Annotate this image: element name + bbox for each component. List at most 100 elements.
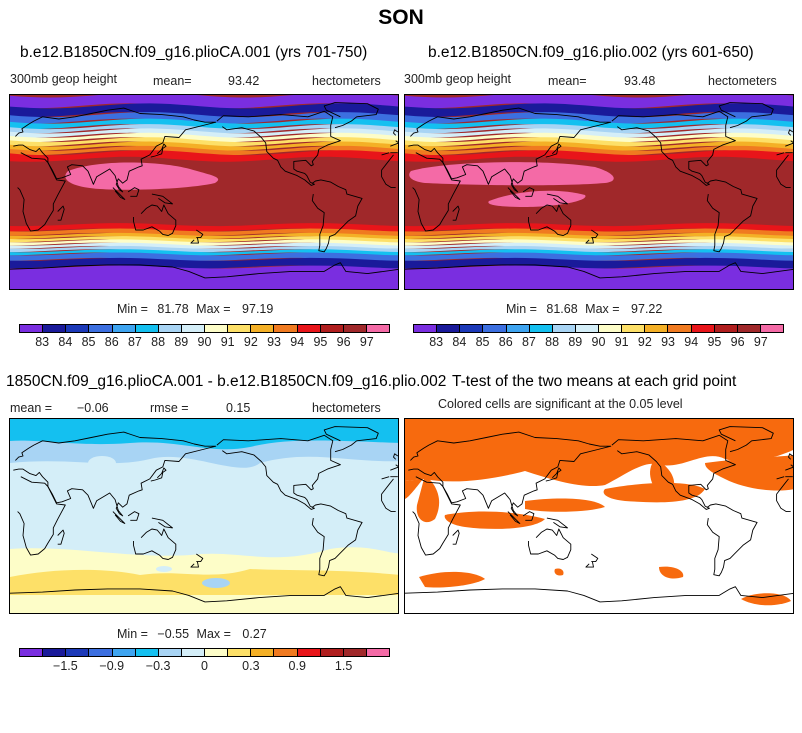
colorbar-tick-label: 97 bbox=[753, 335, 768, 349]
significant-region bbox=[405, 479, 423, 499]
colorbar-tick-label: 84 bbox=[452, 335, 467, 349]
colorbar-tick-label: 85 bbox=[81, 335, 96, 349]
colorbar-swatch bbox=[20, 325, 44, 332]
significant-region bbox=[603, 482, 705, 503]
min-label: Min = bbox=[506, 302, 537, 316]
contour-band bbox=[202, 578, 230, 588]
max-label: Max = bbox=[196, 627, 231, 641]
panel-units-plio002: hectometers bbox=[708, 74, 777, 88]
colorbar-swatch bbox=[205, 325, 229, 332]
min-value: 81.78 bbox=[157, 302, 189, 316]
panel-variable-plio002: 300mb geop height bbox=[404, 72, 512, 86]
colorbar-tick-label: 95 bbox=[707, 335, 722, 349]
contour-band bbox=[10, 137, 398, 147]
colorbar-tick-label: 93 bbox=[267, 335, 282, 349]
colorbar-swatch bbox=[251, 649, 275, 656]
significant-region bbox=[554, 568, 564, 576]
contour-band bbox=[405, 132, 793, 143]
min-label: Min = bbox=[117, 302, 148, 316]
contour-band bbox=[405, 223, 793, 232]
colorbar-swatch bbox=[599, 325, 623, 332]
contour-band bbox=[10, 242, 398, 249]
colorbar-tick-label: 91 bbox=[220, 335, 235, 349]
contour-band bbox=[405, 239, 793, 246]
colorbar-swatch bbox=[552, 325, 576, 332]
colorbar-tick-label: 94 bbox=[684, 335, 699, 349]
colorbar-tick-label: 87 bbox=[521, 335, 536, 349]
max-label: Max = bbox=[585, 302, 620, 316]
colorbar-swatch bbox=[320, 325, 344, 332]
contour-band bbox=[405, 141, 793, 151]
panel-minmax-plio002: Min = 81.68 Max = 97.22 bbox=[506, 302, 662, 316]
contour-band bbox=[405, 118, 793, 130]
significant-region bbox=[659, 566, 684, 579]
colorbar-tick-label: 96 bbox=[336, 335, 351, 349]
colorbar-tick-label: 0.3 bbox=[242, 659, 260, 673]
colorbar-tick-label: 95 bbox=[313, 335, 328, 349]
colorbar-tick-label: 83 bbox=[429, 335, 444, 349]
colorbar-tick-label: 84 bbox=[58, 335, 73, 349]
contour-band bbox=[405, 103, 793, 118]
colorbar-swatch bbox=[181, 325, 205, 332]
colorbar-swatch bbox=[20, 649, 44, 656]
min-label: Min = bbox=[117, 627, 148, 641]
contour-band bbox=[405, 137, 793, 147]
colorbar-swatch bbox=[297, 325, 321, 332]
panel-minmax-diff: Min = −0.55 Max = 0.27 bbox=[117, 627, 267, 641]
colorbar-tick-label: 86 bbox=[498, 335, 513, 349]
contour-band bbox=[10, 150, 398, 162]
contour-band bbox=[10, 128, 398, 138]
panel-mean-label-diff: mean = bbox=[10, 401, 53, 415]
map-panel-ttest bbox=[404, 418, 794, 614]
colorbar-swatch bbox=[691, 325, 715, 332]
contour-band bbox=[10, 103, 398, 118]
colorbar-swatch bbox=[66, 325, 90, 332]
colorbar-swatch bbox=[43, 325, 67, 332]
colorbar-swatch bbox=[89, 325, 113, 332]
colorbar-tick-label: 90 bbox=[197, 335, 212, 349]
max-value: 97.22 bbox=[631, 302, 663, 316]
contour-band bbox=[10, 252, 398, 261]
contour-band bbox=[405, 236, 793, 243]
colorbar-tick-label: −1.5 bbox=[53, 659, 78, 673]
colorbar-swatch bbox=[483, 325, 507, 332]
coastlines bbox=[10, 426, 398, 603]
colorbar-labels-diff: −1.5 −0.9 −0.3 0 0.3 0.9 1.5 bbox=[19, 659, 390, 673]
colorbar-tick-label: 86 bbox=[104, 335, 119, 349]
colorbar-swatch bbox=[460, 325, 484, 332]
colorbar-labels-plio002: 83 84 85 86 87 88 89 90 91 92 93 94 95 96 97 bbox=[413, 335, 784, 349]
colorbar-swatch bbox=[320, 649, 344, 656]
colorbar-tick-label: 93 bbox=[661, 335, 676, 349]
min-value: −0.55 bbox=[157, 627, 190, 641]
colorbar-tick-label: 87 bbox=[127, 335, 142, 349]
contour-band bbox=[405, 124, 793, 134]
colorbar-swatch bbox=[366, 325, 389, 332]
maximum-region bbox=[65, 162, 219, 190]
contour-band bbox=[405, 128, 793, 138]
contour-band bbox=[10, 228, 398, 236]
colorbar-swatch bbox=[737, 325, 761, 332]
panel-rmse-label-diff: rmse = bbox=[150, 401, 189, 415]
colorbar-swatch bbox=[251, 325, 275, 332]
contour-band bbox=[405, 150, 793, 162]
contour-band bbox=[10, 595, 398, 613]
panel-subtitle-ttest: Colored cells are significant at the 0.0… bbox=[438, 397, 683, 411]
contour-band bbox=[10, 245, 398, 253]
colorbar-tick-label: 88 bbox=[151, 335, 166, 349]
min-value: 81.68 bbox=[546, 302, 578, 316]
colorbar-swatch bbox=[343, 325, 367, 332]
panel-title-ca001: b.e12.B1850CN.f09_g16.plioCA.001 (yrs 70… bbox=[20, 44, 368, 61]
contour-band bbox=[10, 124, 398, 134]
contour-band bbox=[405, 252, 793, 261]
contour-band bbox=[405, 112, 793, 124]
panel-rmse-value-diff: 0.15 bbox=[226, 401, 251, 415]
colorbar-tick-label: 88 bbox=[545, 335, 560, 349]
map-panel-diff bbox=[9, 418, 399, 614]
contour-band bbox=[405, 249, 793, 256]
coastlines bbox=[405, 426, 793, 603]
colorbar-swatch bbox=[135, 325, 159, 332]
panel-title-plio002: b.e12.B1850CN.f09_g16.plio.002 (yrs 601-… bbox=[428, 44, 754, 61]
coastlines bbox=[10, 102, 398, 279]
contour-band bbox=[10, 257, 398, 269]
colorbar-swatch bbox=[668, 325, 692, 332]
